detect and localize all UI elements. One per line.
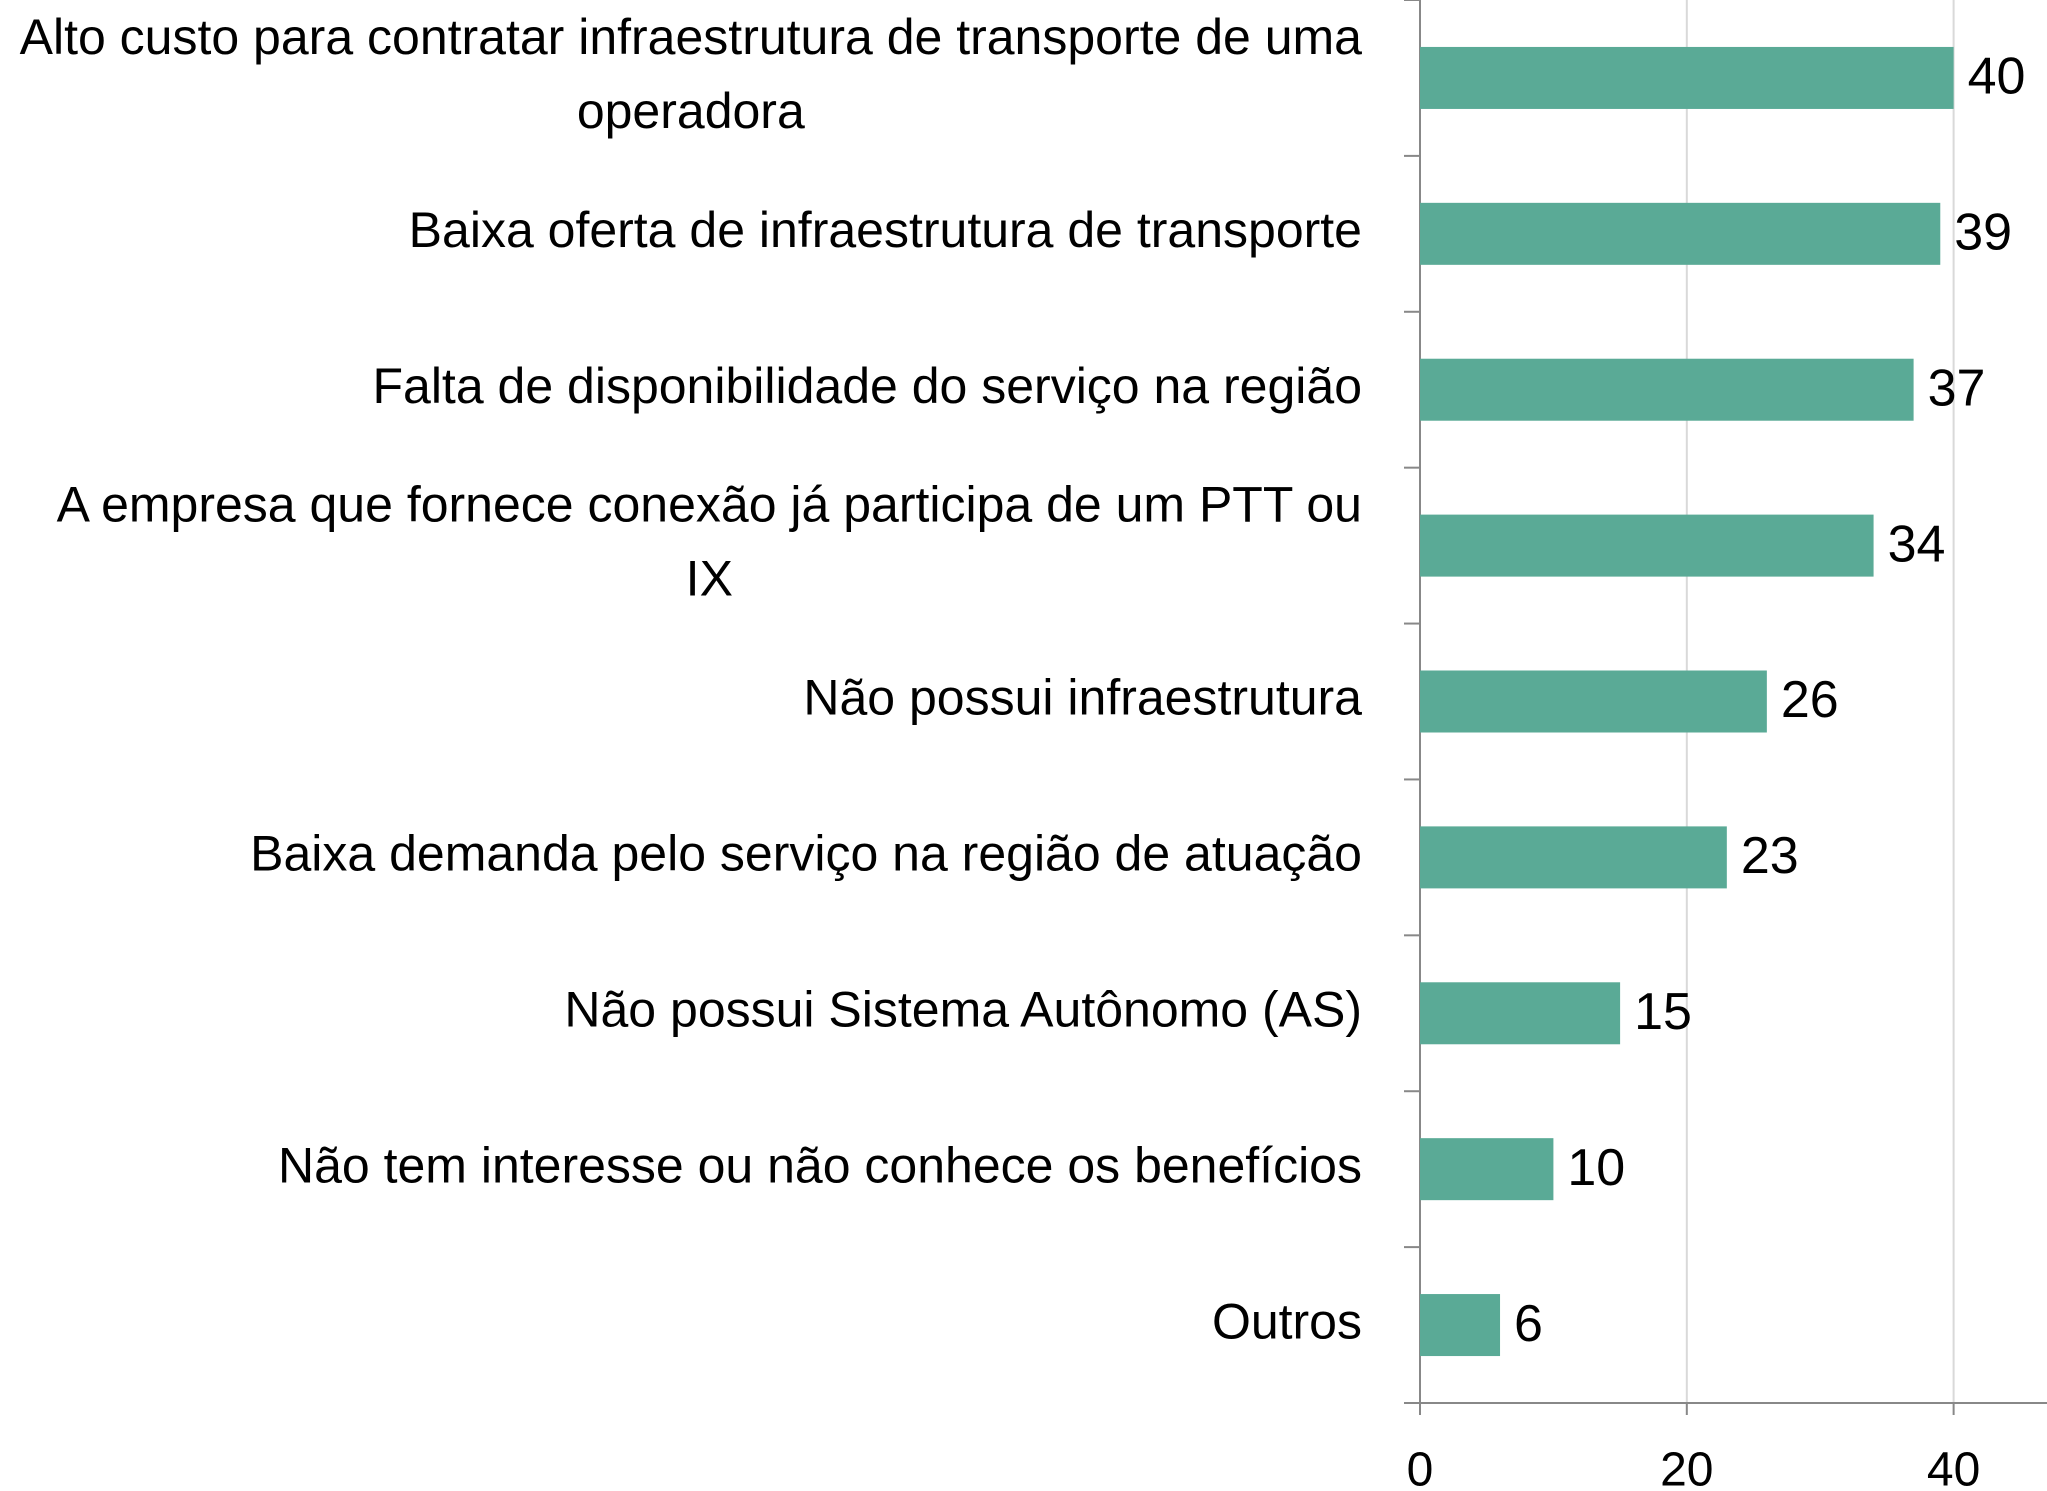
data-label: 23 — [1741, 827, 1799, 885]
bar — [1420, 202, 1941, 265]
y-tick-label: Baixa demanda pelo serviço na região de … — [250, 826, 1362, 882]
data-label: 40 — [1968, 48, 2026, 106]
bar — [1420, 670, 1767, 733]
data-label: 6 — [1514, 1295, 1543, 1353]
bar — [1420, 46, 1954, 109]
bar — [1420, 358, 1914, 421]
y-tick-label: Não tem interesse ou não conhece os bene… — [278, 1137, 1362, 1193]
y-tick-label: Não possui Sistema Autônomo (AS) — [564, 981, 1362, 1037]
y-tick-label: Alto custo para contratar infraestrutura… — [20, 9, 1363, 139]
y-tick-label: Outros — [1212, 1293, 1362, 1349]
y-tick-label: A empresa que fornece conexão já partici… — [57, 477, 1362, 607]
bar — [1420, 1294, 1501, 1357]
x-tick-label: 0 — [1407, 1444, 1434, 1491]
bar — [1420, 982, 1621, 1045]
x-tick-label: 20 — [1660, 1444, 1713, 1491]
y-tick-label: Baixa oferta de infraestrutura de transp… — [409, 202, 1362, 258]
data-label: 26 — [1781, 671, 1839, 729]
x-tick-label: 40 — [1927, 1444, 1980, 1491]
bar — [1420, 514, 1874, 577]
y-tick-label: Falta de disponibilidade do serviço na r… — [372, 358, 1362, 414]
data-label: 15 — [1634, 983, 1692, 1041]
data-label: 37 — [1928, 359, 1986, 417]
bar — [1420, 826, 1727, 889]
data-label: 34 — [1888, 515, 1946, 573]
data-label: 10 — [1567, 1139, 1625, 1197]
bar — [1420, 1138, 1554, 1201]
data-label: 39 — [1954, 204, 2012, 262]
y-tick-label: Não possui infraestrutura — [803, 670, 1362, 726]
